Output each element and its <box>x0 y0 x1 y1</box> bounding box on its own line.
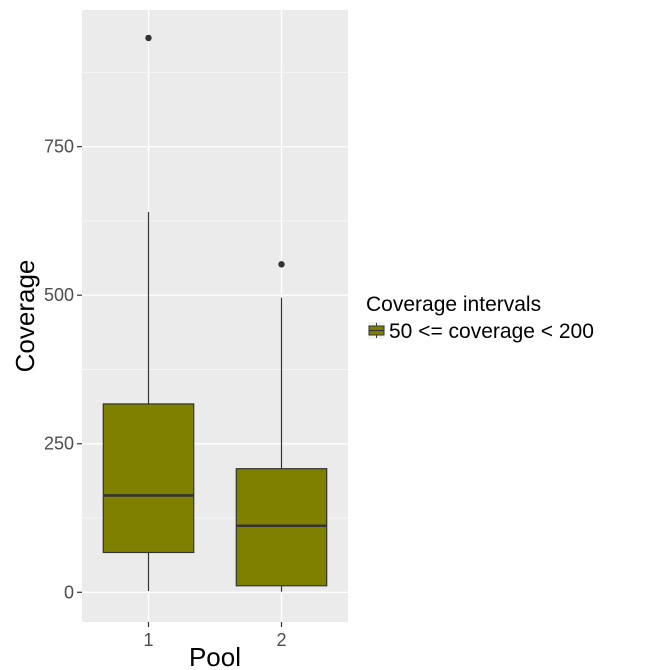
y-axis: 0 250 500 750 <box>44 137 82 602</box>
y-tick-label: 0 <box>64 582 74 602</box>
y-tick-label: 500 <box>44 285 74 305</box>
legend-key <box>368 322 385 339</box>
box-2 <box>235 468 328 587</box>
legend: Coverage intervals 50 <= coverage < 200 <box>366 293 594 343</box>
legend-label: 50 <= coverage < 200 <box>389 320 594 343</box>
boxes-layer <box>102 34 328 592</box>
y-tick-label: 250 <box>44 434 74 454</box>
x-tick-label: 1 <box>143 630 153 650</box>
legend-title: Coverage intervals <box>366 293 541 316</box>
y-tick-label: 750 <box>44 137 74 157</box>
box-1 <box>102 403 195 554</box>
outlier-point <box>145 34 152 42</box>
x-axis-title: Pool <box>189 642 241 670</box>
x-tick-label: 2 <box>276 630 286 650</box>
y-axis-title: Coverage <box>10 260 40 373</box>
outlier-point <box>278 261 285 268</box>
